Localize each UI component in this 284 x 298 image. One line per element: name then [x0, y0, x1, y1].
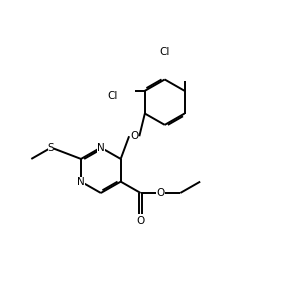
Text: N: N [77, 177, 85, 187]
Text: O: O [136, 216, 145, 226]
Text: N: N [97, 142, 105, 153]
Text: S: S [48, 142, 55, 153]
Text: O: O [130, 131, 138, 141]
Text: Cl: Cl [160, 47, 170, 57]
Text: Cl: Cl [108, 91, 118, 102]
Text: O: O [156, 188, 164, 198]
